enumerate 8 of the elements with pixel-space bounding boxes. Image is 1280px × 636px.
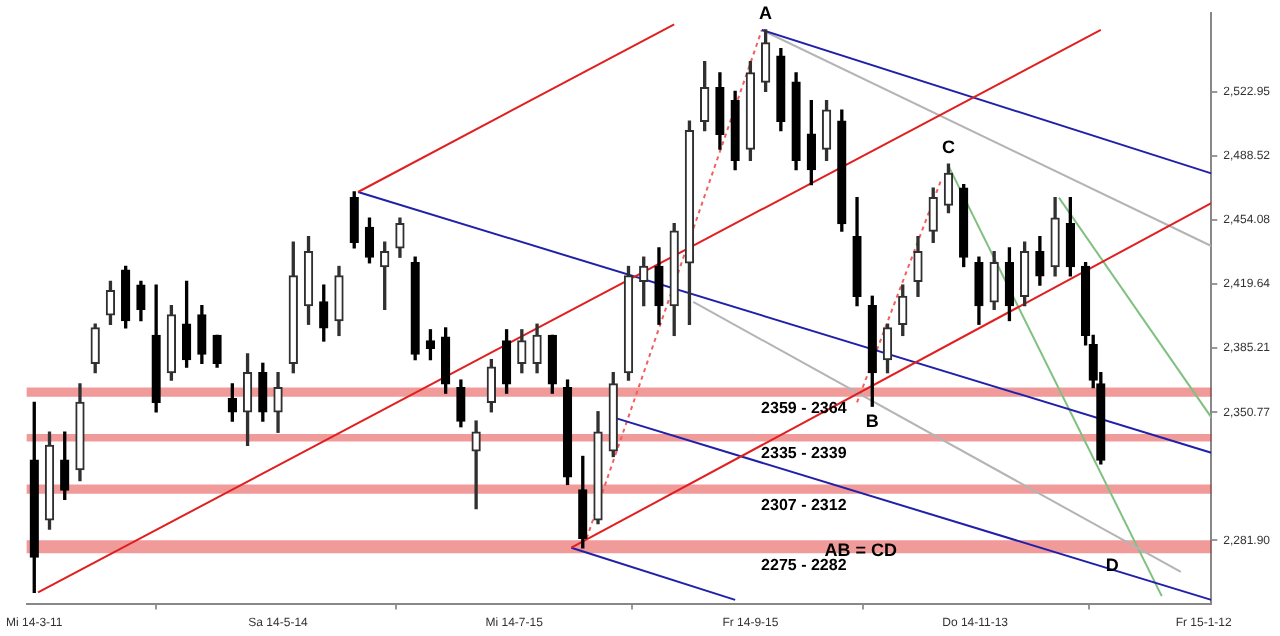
band-label: 2275 - 2282 — [761, 555, 848, 574]
annotation: A — [759, 2, 774, 23]
annotation: C — [941, 137, 956, 158]
candlestick — [471, 420, 481, 510]
band-label: 2307 - 2312 — [761, 496, 848, 515]
band-label: 2335 - 2339 — [761, 443, 848, 462]
annotation: B — [865, 411, 880, 432]
annotation: AB = CD — [824, 540, 899, 561]
